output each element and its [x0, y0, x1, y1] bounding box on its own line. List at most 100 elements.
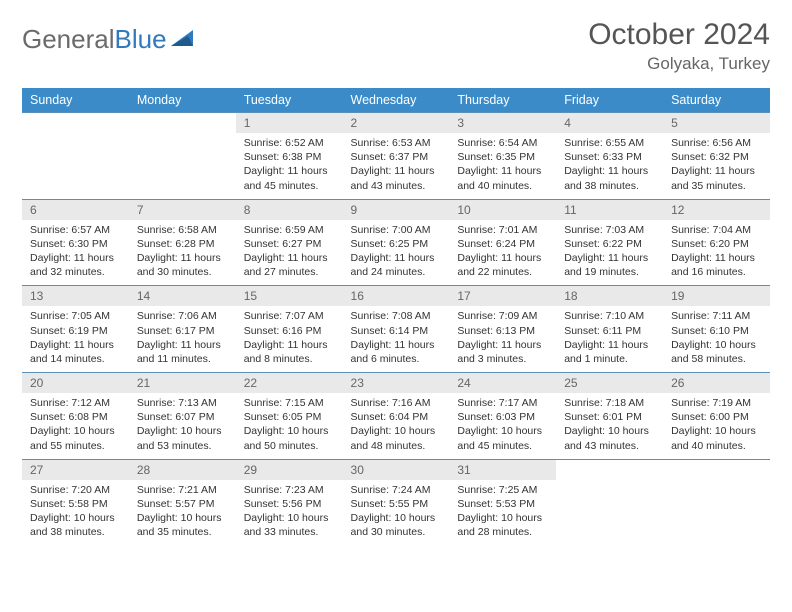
day-content: Sunrise: 7:00 AMSunset: 6:25 PMDaylight:… — [343, 220, 450, 286]
day-content: Sunrise: 7:10 AMSunset: 6:11 PMDaylight:… — [556, 306, 663, 372]
day-number: 11 — [556, 200, 663, 220]
day-content: Sunrise: 7:09 AMSunset: 6:13 PMDaylight:… — [449, 306, 556, 372]
day-content: Sunrise: 7:08 AMSunset: 6:14 PMDaylight:… — [343, 306, 450, 372]
day-content: Sunrise: 7:13 AMSunset: 6:07 PMDaylight:… — [129, 393, 236, 459]
day-number: 9 — [343, 200, 450, 220]
day-number: 28 — [129, 460, 236, 480]
day-number: 7 — [129, 200, 236, 220]
day-number: 14 — [129, 286, 236, 306]
day-number: 4 — [556, 113, 663, 133]
header-row: Sunday Monday Tuesday Wednesday Thursday… — [22, 88, 770, 113]
day-number: 22 — [236, 373, 343, 393]
day-content: Sunrise: 6:52 AMSunset: 6:38 PMDaylight:… — [236, 133, 343, 199]
page-title: October 2024 — [588, 18, 770, 52]
calendar-cell: 11Sunrise: 7:03 AMSunset: 6:22 PMDayligh… — [556, 199, 663, 286]
day-content: Sunrise: 7:15 AMSunset: 6:05 PMDaylight:… — [236, 393, 343, 459]
day-content: Sunrise: 7:03 AMSunset: 6:22 PMDaylight:… — [556, 220, 663, 286]
calendar-cell: 20Sunrise: 7:12 AMSunset: 6:08 PMDayligh… — [22, 373, 129, 460]
calendar-cell: 27Sunrise: 7:20 AMSunset: 5:58 PMDayligh… — [22, 459, 129, 545]
calendar-row: 13Sunrise: 7:05 AMSunset: 6:19 PMDayligh… — [22, 286, 770, 373]
calendar-cell: 17Sunrise: 7:09 AMSunset: 6:13 PMDayligh… — [449, 286, 556, 373]
day-number: 15 — [236, 286, 343, 306]
calendar-cell: 19Sunrise: 7:11 AMSunset: 6:10 PMDayligh… — [663, 286, 770, 373]
day-number: 13 — [22, 286, 129, 306]
col-monday: Monday — [129, 88, 236, 113]
day-number: 30 — [343, 460, 450, 480]
col-friday: Friday — [556, 88, 663, 113]
col-wednesday: Wednesday — [343, 88, 450, 113]
day-content: Sunrise: 6:57 AMSunset: 6:30 PMDaylight:… — [22, 220, 129, 286]
col-sunday: Sunday — [22, 88, 129, 113]
day-content: Sunrise: 7:05 AMSunset: 6:19 PMDaylight:… — [22, 306, 129, 372]
calendar-cell: 2Sunrise: 6:53 AMSunset: 6:37 PMDaylight… — [343, 113, 450, 200]
day-content: Sunrise: 6:54 AMSunset: 6:35 PMDaylight:… — [449, 133, 556, 199]
day-number: 3 — [449, 113, 556, 133]
calendar-cell: 5Sunrise: 6:56 AMSunset: 6:32 PMDaylight… — [663, 113, 770, 200]
calendar-cell — [663, 459, 770, 545]
calendar-cell: 7Sunrise: 6:58 AMSunset: 6:28 PMDaylight… — [129, 199, 236, 286]
calendar-cell: 22Sunrise: 7:15 AMSunset: 6:05 PMDayligh… — [236, 373, 343, 460]
day-content: Sunrise: 7:23 AMSunset: 5:56 PMDaylight:… — [236, 480, 343, 546]
day-number: 23 — [343, 373, 450, 393]
calendar-row: 1Sunrise: 6:52 AMSunset: 6:38 PMDaylight… — [22, 113, 770, 200]
calendar-cell — [556, 459, 663, 545]
day-number: 19 — [663, 286, 770, 306]
title-block: October 2024 Golyaka, Turkey — [588, 18, 770, 74]
day-content: Sunrise: 6:55 AMSunset: 6:33 PMDaylight:… — [556, 133, 663, 199]
calendar-cell: 30Sunrise: 7:24 AMSunset: 5:55 PMDayligh… — [343, 459, 450, 545]
day-number: 26 — [663, 373, 770, 393]
day-content: Sunrise: 7:16 AMSunset: 6:04 PMDaylight:… — [343, 393, 450, 459]
calendar-cell: 10Sunrise: 7:01 AMSunset: 6:24 PMDayligh… — [449, 199, 556, 286]
calendar-cell: 13Sunrise: 7:05 AMSunset: 6:19 PMDayligh… — [22, 286, 129, 373]
calendar-table: Sunday Monday Tuesday Wednesday Thursday… — [22, 88, 770, 545]
calendar-cell: 15Sunrise: 7:07 AMSunset: 6:16 PMDayligh… — [236, 286, 343, 373]
day-number: 8 — [236, 200, 343, 220]
header: GeneralBlue October 2024 Golyaka, Turkey — [22, 18, 770, 74]
day-number: 10 — [449, 200, 556, 220]
calendar-cell: 28Sunrise: 7:21 AMSunset: 5:57 PMDayligh… — [129, 459, 236, 545]
day-number: 29 — [236, 460, 343, 480]
day-content: Sunrise: 6:56 AMSunset: 6:32 PMDaylight:… — [663, 133, 770, 199]
day-content: Sunrise: 7:17 AMSunset: 6:03 PMDaylight:… — [449, 393, 556, 459]
day-content: Sunrise: 7:11 AMSunset: 6:10 PMDaylight:… — [663, 306, 770, 372]
day-number: 6 — [22, 200, 129, 220]
day-number: 16 — [343, 286, 450, 306]
calendar-cell — [129, 113, 236, 200]
day-content: Sunrise: 7:20 AMSunset: 5:58 PMDaylight:… — [22, 480, 129, 546]
calendar-cell: 14Sunrise: 7:06 AMSunset: 6:17 PMDayligh… — [129, 286, 236, 373]
day-content: Sunrise: 6:59 AMSunset: 6:27 PMDaylight:… — [236, 220, 343, 286]
calendar-cell: 29Sunrise: 7:23 AMSunset: 5:56 PMDayligh… — [236, 459, 343, 545]
calendar-cell: 1Sunrise: 6:52 AMSunset: 6:38 PMDaylight… — [236, 113, 343, 200]
day-number: 24 — [449, 373, 556, 393]
day-number: 21 — [129, 373, 236, 393]
col-thursday: Thursday — [449, 88, 556, 113]
calendar-row: 27Sunrise: 7:20 AMSunset: 5:58 PMDayligh… — [22, 459, 770, 545]
day-content: Sunrise: 7:19 AMSunset: 6:00 PMDaylight:… — [663, 393, 770, 459]
calendar-cell: 9Sunrise: 7:00 AMSunset: 6:25 PMDaylight… — [343, 199, 450, 286]
calendar-cell: 21Sunrise: 7:13 AMSunset: 6:07 PMDayligh… — [129, 373, 236, 460]
day-content: Sunrise: 6:53 AMSunset: 6:37 PMDaylight:… — [343, 133, 450, 199]
day-number: 20 — [22, 373, 129, 393]
calendar-row: 6Sunrise: 6:57 AMSunset: 6:30 PMDaylight… — [22, 199, 770, 286]
calendar-cell: 4Sunrise: 6:55 AMSunset: 6:33 PMDaylight… — [556, 113, 663, 200]
logo-text-general: General — [22, 24, 115, 55]
logo-triangle-icon — [171, 24, 197, 55]
calendar-cell — [22, 113, 129, 200]
calendar-cell: 18Sunrise: 7:10 AMSunset: 6:11 PMDayligh… — [556, 286, 663, 373]
calendar-row: 20Sunrise: 7:12 AMSunset: 6:08 PMDayligh… — [22, 373, 770, 460]
calendar-cell: 23Sunrise: 7:16 AMSunset: 6:04 PMDayligh… — [343, 373, 450, 460]
calendar-cell: 26Sunrise: 7:19 AMSunset: 6:00 PMDayligh… — [663, 373, 770, 460]
day-number: 17 — [449, 286, 556, 306]
day-number: 12 — [663, 200, 770, 220]
page-subtitle: Golyaka, Turkey — [588, 54, 770, 74]
day-content: Sunrise: 7:06 AMSunset: 6:17 PMDaylight:… — [129, 306, 236, 372]
day-number: 2 — [343, 113, 450, 133]
logo: GeneralBlue — [22, 18, 197, 55]
day-content: Sunrise: 7:24 AMSunset: 5:55 PMDaylight:… — [343, 480, 450, 546]
day-content: Sunrise: 7:04 AMSunset: 6:20 PMDaylight:… — [663, 220, 770, 286]
day-content: Sunrise: 7:01 AMSunset: 6:24 PMDaylight:… — [449, 220, 556, 286]
day-content: Sunrise: 7:12 AMSunset: 6:08 PMDaylight:… — [22, 393, 129, 459]
day-content: Sunrise: 7:21 AMSunset: 5:57 PMDaylight:… — [129, 480, 236, 546]
day-number: 5 — [663, 113, 770, 133]
day-number: 18 — [556, 286, 663, 306]
